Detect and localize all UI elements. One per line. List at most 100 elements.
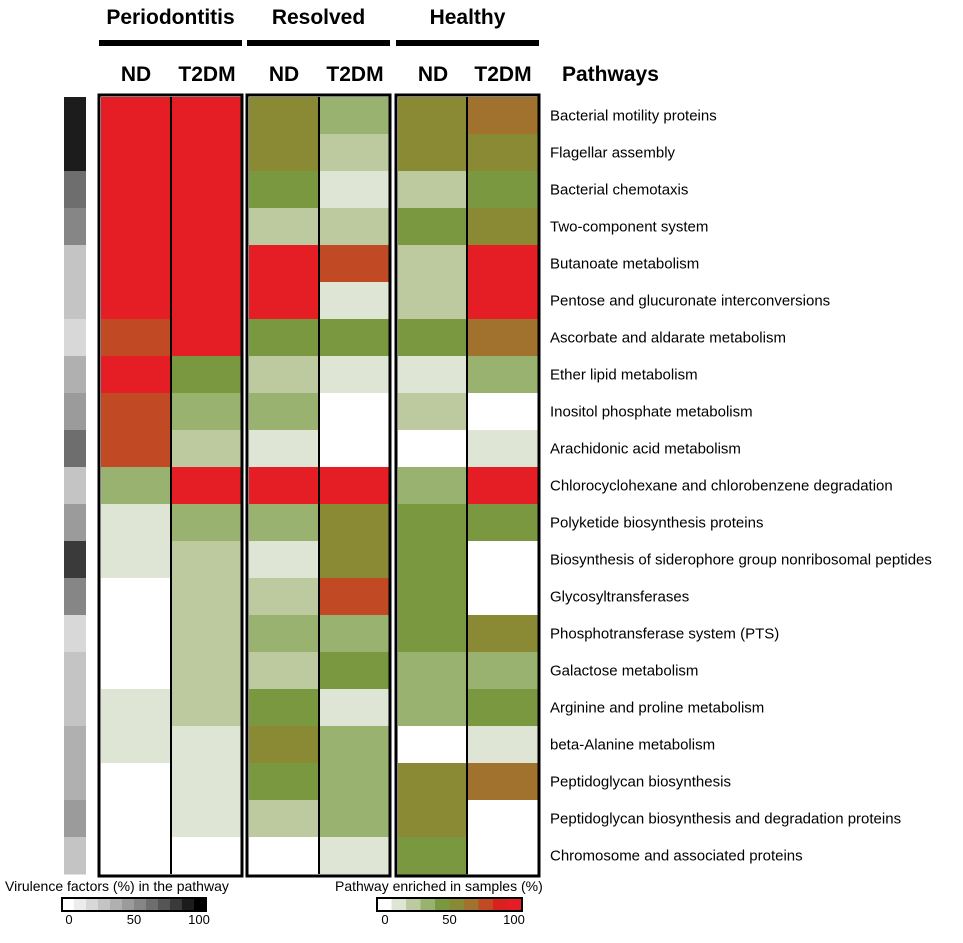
pathway-label: Ascorbate and aldarate metabolism [550, 330, 786, 347]
virulence-cell [64, 578, 86, 616]
pathway-label: Glycosyltransferases [550, 589, 689, 606]
heatmap-cell [249, 356, 319, 394]
heatmap-cell [249, 467, 319, 505]
heatmap-cell [320, 356, 390, 394]
virulence-cell [64, 652, 86, 690]
heatmap-cell [398, 134, 468, 172]
virulence-cell [64, 615, 86, 653]
heatmap-cell [398, 319, 468, 357]
enrichment-legend-tick: 100 [503, 912, 525, 927]
group-border-healthy [394, 93, 541, 878]
virulence-legend-swatch [182, 898, 195, 911]
heatmap-cell [320, 763, 390, 801]
virulence-legend-title: Virulence factors (%) in the pathway [5, 878, 229, 894]
heatmap-cell [101, 615, 171, 653]
heatmap-cell [320, 171, 390, 209]
pathway-label: Arachidonic acid metabolism [550, 441, 741, 458]
group-underline-resolved [247, 40, 390, 46]
heatmap-cell [320, 134, 390, 172]
virulence-cell [64, 282, 86, 320]
heatmap-cell [398, 97, 468, 135]
enrichment-legend-swatch [493, 898, 508, 911]
heatmap-cell [172, 763, 242, 801]
heatmap-cell [398, 837, 468, 875]
virulence-legend-swatch [146, 898, 159, 911]
heatmap-cell [249, 837, 319, 875]
virulence-cell [64, 837, 86, 875]
virulence-legend-swatch [98, 898, 111, 911]
pathway-label: Arginine and proline metabolism [550, 700, 764, 717]
heatmap-cell [249, 800, 319, 838]
virulence-legend-tick: 0 [65, 912, 72, 927]
heatmap-cell [101, 97, 171, 135]
heatmap-cell [172, 171, 242, 209]
heatmap-cell [172, 319, 242, 357]
virulence-legend-swatch [74, 898, 87, 911]
heatmap-cell [249, 763, 319, 801]
enrichment-legend-swatch [391, 898, 407, 911]
heatmap-cell [468, 430, 538, 468]
heatmap-cell [468, 467, 538, 505]
pathway-label: Peptidoglycan biosynthesis [550, 774, 731, 791]
column-header-3: T2DM [326, 63, 383, 86]
enrichment-legend-tick: 50 [442, 912, 456, 927]
heatmap-cell [398, 541, 468, 579]
heatmap-cell [398, 245, 468, 283]
heatmap-cell [101, 171, 171, 209]
heatmap-cell [101, 837, 171, 875]
heatmap-cell [101, 763, 171, 801]
heatmap-cell [249, 541, 319, 579]
heatmap-cell [398, 393, 468, 431]
group-title-periodontitis: Periodontitis [106, 6, 234, 29]
pathway-label: Flagellar assembly [550, 145, 676, 162]
heatmap-cell [320, 689, 390, 727]
heatmap-cell [101, 134, 171, 172]
pathway-label: Galactose metabolism [550, 663, 698, 680]
enrichment-legend-tick: 0 [381, 912, 388, 927]
enrichment-legend-title: Pathway enriched in samples (%) [335, 878, 543, 894]
heatmap-cell [320, 578, 390, 616]
virulence-cell [64, 763, 86, 801]
heatmap-cell [249, 393, 319, 431]
virulence-legend-swatch [62, 898, 75, 911]
column-header-4: ND [418, 63, 448, 86]
heatmap-cell [398, 356, 468, 394]
heatmap-cell [172, 652, 242, 690]
heatmap-cell [468, 541, 538, 579]
heatmap-cell [398, 726, 468, 764]
heatmap-cell [320, 430, 390, 468]
group-underline-periodontitis [99, 40, 242, 46]
heatmap-cell [249, 134, 319, 172]
heatmap-cell [468, 689, 538, 727]
heatmap-cell [172, 800, 242, 838]
heatmap-cell [101, 689, 171, 727]
heatmap-cell [101, 208, 171, 246]
heatmap-cell [101, 356, 171, 394]
virulence-cell [64, 245, 86, 283]
virulence-legend-swatch [110, 898, 123, 911]
heatmap-cell [172, 837, 242, 875]
heatmap-cell [468, 208, 538, 246]
pathway-label: Butanoate metabolism [550, 256, 699, 273]
heatmap-cell [398, 430, 468, 468]
virulence-legend-swatch [122, 898, 135, 911]
heatmap-cell [468, 282, 538, 320]
heatmap-cell [249, 615, 319, 653]
pathway-label: Peptidoglycan biosynthesis and degradati… [550, 811, 901, 828]
heatmap-cell [172, 282, 242, 320]
heatmap-cell [249, 578, 319, 616]
heatmap-cell [249, 319, 319, 357]
heatmap-cell [101, 245, 171, 283]
heatmap-cell [172, 134, 242, 172]
virulence-legend-tick: 100 [188, 912, 210, 927]
heatmap-cell [320, 652, 390, 690]
heatmap-cell [172, 356, 242, 394]
enrichment-legend-swatch [464, 898, 479, 911]
heatmap-cell [320, 504, 390, 542]
heatmap-cell [398, 615, 468, 653]
pathway-label: Ether lipid metabolism [550, 367, 698, 384]
pathway-label: Chromosome and associated proteins [550, 848, 803, 865]
heatmap-cell [249, 171, 319, 209]
virulence-legend-swatch [158, 898, 171, 911]
heatmap-cell [468, 319, 538, 357]
